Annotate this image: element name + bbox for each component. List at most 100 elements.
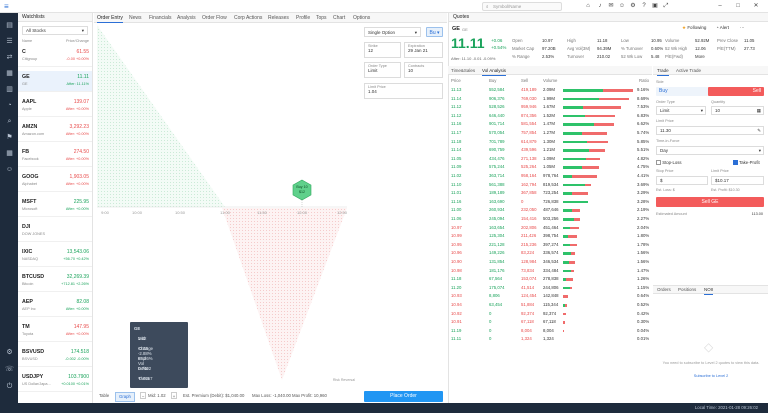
tab-time-sales[interactable]: Time&Sales — [451, 68, 476, 73]
stop-price-input[interactable]: $ — [656, 176, 708, 185]
chart-icon[interactable]: ▤ — [6, 22, 13, 29]
close-icon[interactable]: ✕ — [753, 3, 759, 9]
community-icon[interactable]: ☺ — [5, 166, 14, 173]
watchlist-row[interactable]: GOOG Alphabet 1,903.05 After: +0.00% — [18, 171, 92, 192]
tab-order-entry[interactable]: Order Entry — [97, 15, 123, 23]
stat-value: 97.20B — [542, 46, 556, 51]
options-payoff-chart[interactable]: Buy 10 $12 9:00 10:00 10:50 11:00 11:50 12:00… — [97, 25, 362, 387]
watchlist-row[interactable]: DJI DOW JONES — [18, 221, 92, 242]
help-icon[interactable]: ? — [642, 3, 646, 9]
watchlist-row[interactable]: C Citigroup 61.55 -0.00 +0.00% — [18, 46, 92, 67]
watchlist-row[interactable]: GE GE 11.11 After: 11.11% — [18, 71, 92, 92]
ts-sell-bar — [570, 269, 575, 273]
chat-icon[interactable]: ▣ — [652, 3, 658, 9]
bell-icon[interactable]: ♪ — [598, 3, 602, 9]
logout-icon[interactable]: ⏻ — [6, 383, 13, 390]
trade-limit-price-input[interactable]: 11.30 ✎ — [656, 126, 764, 135]
portfolio-icon[interactable]: ▦ — [6, 70, 13, 77]
watchlist-row[interactable]: FB Facebook 274.50 After: +0.00% — [18, 146, 92, 167]
watchlist-selector[interactable]: All Stocks ▾ — [22, 26, 88, 35]
options-icon[interactable]: ⚑ — [6, 134, 13, 141]
tab-positions[interactable]: Positions — [678, 287, 697, 292]
trade-order-type-select[interactable]: Limit ▾ — [656, 106, 706, 115]
tab-corp-actions[interactable]: Corp Actions — [234, 15, 263, 21]
order-type-field[interactable]: Order Type Limit — [364, 62, 401, 78]
place-order-button[interactable]: Place Order — [364, 391, 443, 402]
trade-icon[interactable]: ⇄ — [6, 54, 13, 61]
home-icon[interactable]: ⌂ — [586, 3, 590, 9]
tab-trade[interactable]: Trade — [657, 67, 669, 76]
tab-options[interactable]: Options — [353, 15, 371, 21]
tab-order-flow[interactable]: Order Flow — [202, 15, 227, 21]
takeprofit-checkbox[interactable]: Take-Profit — [733, 160, 760, 166]
tab-profile[interactable]: Profile — [296, 15, 311, 21]
tab-releases[interactable]: Releases — [268, 15, 289, 21]
tab-analysis[interactable]: Analysis — [177, 15, 196, 21]
gear-icon[interactable]: ⚙ — [630, 3, 636, 9]
mail-icon[interactable]: ✉ — [608, 3, 614, 9]
watchlist-row[interactable]: TM Toyota 147.95 After: +0.00% — [18, 321, 92, 342]
buy-dropdown[interactable]: Bu ▾ — [426, 27, 443, 37]
row-name: BSVUSD — [22, 357, 38, 361]
minus-button[interactable]: − — [140, 392, 146, 399]
watchlist-row[interactable]: AAPL Apple 139.07 After: +0.00% — [18, 96, 92, 117]
watchlist-row[interactable]: MSFT Microsoft 225.95 After: +0.00% — [18, 196, 92, 217]
row-name: Microsoft — [22, 207, 38, 211]
quote-change: +0.06 — [491, 38, 503, 43]
x-axis-tick: 10:50 — [175, 210, 186, 215]
tab-orders[interactable]: Orders — [657, 287, 671, 292]
buy-button[interactable]: Buy — [656, 87, 708, 96]
expand-icon[interactable]: ⤢ — [663, 3, 669, 9]
tab-active-trade[interactable]: Active Trade — [676, 68, 702, 73]
strike-field[interactable]: Strike 12 — [364, 42, 401, 58]
share-icon[interactable]: ⋯ — [740, 25, 745, 30]
watchlist-row[interactable]: BSVUSD BSVUSD 174.518 -0.002 -0.00% — [18, 346, 92, 367]
watchlist-row[interactable]: AMZN Amazon.com 3,292.23 After: +0.00% — [18, 121, 92, 142]
sell-button[interactable]: Sell — [708, 87, 764, 96]
maximize-icon[interactable]: □ — [736, 3, 740, 9]
strategy-select[interactable]: Single Option ▾ — [364, 27, 421, 37]
tp-limit-input[interactable]: $10.17 — [711, 176, 764, 185]
news-icon[interactable]: ▥ — [6, 86, 13, 93]
trade-tabs — [653, 66, 768, 75]
graph-toggle[interactable]: Graph — [115, 392, 135, 402]
tab-vol-analysis[interactable]: Vol Analysis — [482, 67, 507, 76]
user-icon[interactable]: ☺ — [618, 3, 626, 9]
local-time: Local Time: 2021-01-28 09:26:02 — [694, 405, 758, 410]
sell-submit-button[interactable]: Sell GE — [656, 197, 764, 207]
ts-price: 11.05 — [451, 155, 462, 161]
ts-volume: 244,806 — [543, 284, 559, 290]
contracts-field[interactable]: Contracts 10 — [404, 62, 443, 78]
support-icon[interactable]: ☏ — [5, 366, 14, 373]
watchlist-row[interactable]: BTCUSD Bitcoin 32,269.39 +712.81 +2.26% — [18, 271, 92, 292]
tif-label: Time-in-Force — [656, 139, 680, 143]
watchlist-row[interactable]: AEP AEP Inc 82.08 After: +0.00% — [18, 296, 92, 317]
quantity-input[interactable]: 10 ▦ — [711, 106, 764, 115]
calendar-icon[interactable]: ▦ — [6, 150, 13, 157]
limit-price-field[interactable]: Limit Price 1.04 — [364, 83, 443, 99]
screener-icon[interactable]: ⌕ — [7, 118, 12, 125]
market-icon[interactable]: ◔ — [7, 102, 12, 109]
tab-news[interactable]: News — [129, 15, 142, 21]
expiration-field[interactable]: Expiration 29 Jan 21 — [404, 42, 443, 58]
table-toggle[interactable]: Table — [99, 393, 110, 398]
stoploss-checkbox[interactable]: Stop-Loss — [656, 160, 682, 166]
symbol-search-input[interactable]: ⌕ Symbol/Name — [482, 2, 562, 11]
watchlist-row[interactable]: IXIC NASDAQ 13,543.06 +56.70 +0.42% — [18, 246, 92, 267]
subscribe-link[interactable]: Subscribe to Level 2 — [693, 374, 729, 378]
tif-select[interactable]: Day ▾ — [656, 146, 764, 155]
alert-button[interactable]: ◔ Alert — [716, 25, 729, 30]
watchlist-icon[interactable]: ☰ — [6, 38, 13, 45]
row-change: After: +0.00% — [65, 157, 89, 161]
watchlist-row[interactable]: USDJPY US Dollar/Japa... 103.7900 +0.010… — [18, 371, 92, 392]
tab-noii[interactable]: NOII — [704, 286, 714, 295]
tab-financials[interactable]: Financials — [149, 15, 172, 21]
options-controls: Single Option ▾ Bu ▾ Strike 12 Expiration 2… — [364, 25, 446, 402]
plus-button[interactable]: + — [171, 392, 177, 399]
minimize-icon[interactable]: – — [718, 3, 722, 9]
tab-chart[interactable]: Chart — [333, 15, 346, 21]
tab-tops[interactable]: Tops — [316, 15, 327, 21]
following-button[interactable]: ★ Following — [682, 25, 707, 30]
row-price: 147.95 — [73, 324, 89, 330]
settings-icon[interactable]: ⚙ — [6, 349, 13, 356]
